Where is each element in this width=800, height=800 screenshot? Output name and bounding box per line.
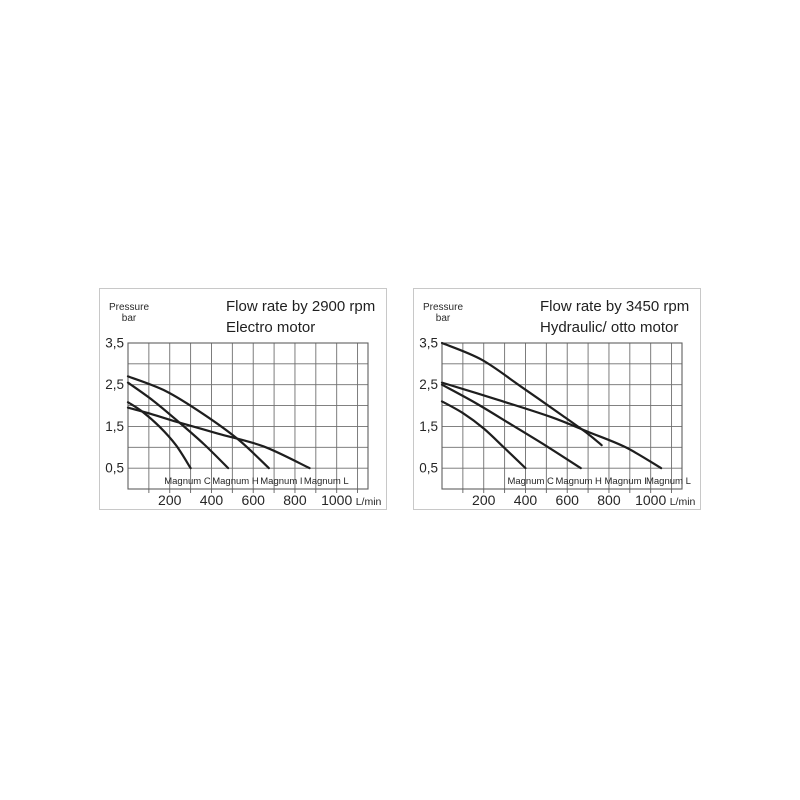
- flow-rate-plot-2900rpm: 3,5 2,5 1,5 0,5 200 400 600 800 1000 L/min Magnum …: [105, 336, 382, 509]
- x-axis-ticks: [148, 489, 359, 493]
- y-axis-label: Pressure bar: [102, 302, 156, 324]
- y-axis-label-line2: bar: [435, 313, 451, 324]
- x-axis-unit-label: L/min: [356, 496, 382, 508]
- flow-rate-plot-3450rpm: 3,5 2,5 1,5 0,5 200 400 600 800 1000 L/min Magnum …: [419, 336, 696, 509]
- curve-magnum-i: [126, 375, 270, 470]
- curve-magnum-c: [440, 400, 527, 470]
- curve-magnum-l: [126, 406, 311, 470]
- plot-border: [127, 342, 369, 490]
- curve-label-magnum-l: Magnum L: [646, 476, 691, 487]
- x-tick-label: 400: [514, 492, 538, 508]
- x-tick-label: 600: [556, 492, 580, 508]
- curve-label-magnum-i: Magnum I: [605, 476, 647, 487]
- plot-border: [441, 342, 683, 490]
- chart-box-hydraulic-otto-motor: Flow rate by 3450 rpm Hydraulic/ otto mo…: [413, 288, 701, 510]
- curve-label-magnum-h: Magnum H: [212, 476, 259, 487]
- chart-subtitle: Hydraulic/ otto motor: [540, 319, 679, 336]
- curve-magnum-i: [440, 341, 603, 447]
- x-tick-label: 200: [472, 492, 496, 508]
- x-tick-label: 200: [158, 492, 182, 508]
- x-tick-label: 1000: [321, 492, 352, 508]
- chart-title-block: Flow rate by 2900 rpm Electro motor: [226, 296, 375, 338]
- x-tick-label: 600: [242, 492, 266, 508]
- x-tick-label: 1000: [635, 492, 666, 508]
- x-tick-label: 800: [597, 492, 621, 508]
- y-tick-label: 0,5: [105, 461, 124, 476]
- y-tick-label: 3,5: [105, 336, 124, 351]
- curve-label-magnum-c: Magnum C: [164, 476, 211, 487]
- y-tick-label: 2,5: [419, 377, 438, 392]
- y-axis-label-line2: bar: [121, 313, 137, 324]
- x-axis-ticks: [462, 489, 673, 493]
- y-axis-label-line1: Pressure: [108, 302, 149, 313]
- y-tick-label: 1,5: [105, 419, 124, 434]
- chart-title: Flow rate by 2900 rpm: [226, 298, 376, 315]
- curve-label-magnum-l: Magnum L: [304, 476, 349, 487]
- curve-label-magnum-i: Magnum I: [260, 476, 302, 487]
- grid-lines: [128, 343, 368, 489]
- chart-subtitle: Electro motor: [226, 319, 316, 336]
- curve-magnum-l: [440, 381, 663, 470]
- chart-title: Flow rate by 3450 rpm: [540, 298, 690, 315]
- y-tick-label: 0,5: [419, 461, 438, 476]
- chart-box-electro-motor: Flow rate by 2900 rpm Electro motor Pres…: [99, 288, 387, 510]
- curve-magnum-h: [126, 381, 230, 470]
- y-tick-label: 1,5: [419, 419, 438, 434]
- curve-label-magnum-c: Magnum C: [507, 476, 554, 487]
- y-axis-label-line1: Pressure: [422, 302, 463, 313]
- curve-label-magnum-h: Magnum H: [555, 476, 602, 487]
- y-tick-label: 3,5: [419, 336, 438, 351]
- x-tick-label: 800: [283, 492, 307, 508]
- chart-title-block: Flow rate by 3450 rpm Hydraulic/ otto mo…: [540, 296, 689, 338]
- x-tick-label: 400: [200, 492, 224, 508]
- x-axis-unit-label: L/min: [670, 496, 696, 508]
- y-tick-label: 2,5: [105, 377, 124, 392]
- curve-magnum-c: [126, 401, 192, 470]
- y-axis-label: Pressure bar: [416, 302, 470, 324]
- curve-magnum-h: [440, 383, 582, 470]
